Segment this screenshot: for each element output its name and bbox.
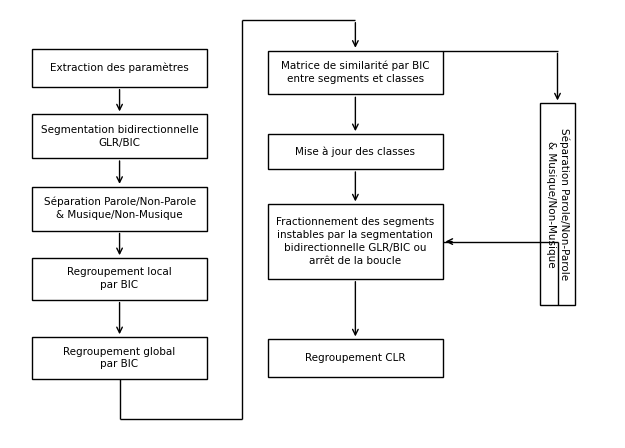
Bar xyxy=(268,204,442,279)
Bar xyxy=(268,51,442,95)
Bar xyxy=(540,103,575,305)
Text: Matrice de similarité par BIC
entre segments et classes: Matrice de similarité par BIC entre segm… xyxy=(281,61,429,84)
Bar xyxy=(32,337,207,379)
Bar xyxy=(268,339,442,377)
Bar xyxy=(32,258,207,300)
Text: Mise à jour des classes: Mise à jour des classes xyxy=(296,146,416,157)
Text: Regroupement local
par BIC: Regroupement local par BIC xyxy=(68,267,172,290)
Text: Regroupement CLR: Regroupement CLR xyxy=(305,353,406,363)
Bar xyxy=(32,187,207,231)
Text: Segmentation bidirectionnelle
GLR/BIC: Segmentation bidirectionnelle GLR/BIC xyxy=(41,125,198,147)
Text: Séparation Parole/Non-Parole
& Musique/Non-Musique: Séparation Parole/Non-Parole & Musique/N… xyxy=(44,197,196,220)
Text: Séparation Parole/Non-Parole
& Musique/Non-Musique: Séparation Parole/Non-Parole & Musique/N… xyxy=(546,128,569,280)
Bar xyxy=(32,49,207,87)
Bar xyxy=(32,114,207,158)
Text: Regroupement global
par BIC: Regroupement global par BIC xyxy=(64,346,176,369)
Text: Fractionnement des segments
instables par la segmentation
bidirectionnelle GLR/B: Fractionnement des segments instables pa… xyxy=(276,217,434,266)
Text: Extraction des paramètres: Extraction des paramètres xyxy=(50,63,189,73)
Bar xyxy=(268,134,442,169)
